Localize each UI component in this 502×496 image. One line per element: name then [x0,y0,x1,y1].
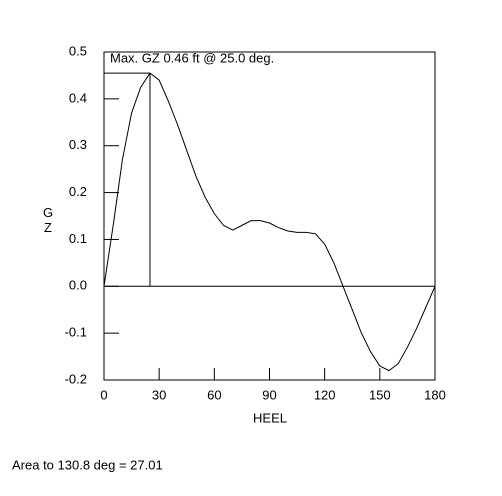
gz-curve [103,72,436,372]
x-tick-label: 30 [152,387,166,402]
y-axis-label: GZ [41,205,56,235]
x-tick-label: 150 [369,387,391,402]
x-tick-label: 0 [100,387,107,402]
y-tick-label: 0.4 [69,90,87,105]
y-tick-label: 0.0 [69,278,87,293]
x-tick-label: 60 [207,387,221,402]
plot-frame [103,51,436,381]
y-tick-label: -0.1 [65,325,87,340]
y-tick-label: -0.2 [65,371,87,386]
y-tick-label: 0.1 [69,231,87,246]
y-tick-label: 0.3 [69,137,87,152]
x-axis-label: HEEL [253,410,287,425]
x-tick-label: 180 [424,387,446,402]
y-tick-label: 0.5 [69,43,87,58]
annotation: Max. GZ 0.46 ft @ 25.0 deg. [110,50,274,65]
footer: Area to 130.8 deg = 27.01 [12,457,163,472]
x-tick-label: 120 [314,387,336,402]
x-tick-label: 90 [262,387,276,402]
y-tick-label: 0.2 [69,184,87,199]
